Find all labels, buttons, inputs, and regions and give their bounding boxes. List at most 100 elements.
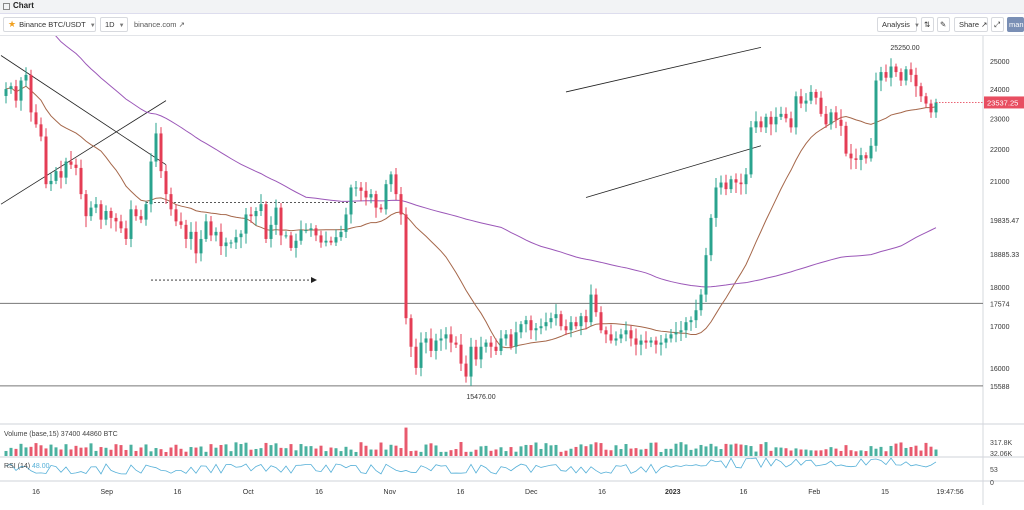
indicators-button[interactable]: ⇅: [921, 17, 934, 32]
volume-bar: [119, 445, 123, 456]
candle-body: [534, 328, 538, 331]
candle-body: [414, 346, 418, 368]
volume-bar: [144, 444, 148, 456]
volume-bar: [554, 444, 558, 456]
price-annotations: 25250.00 15476.00: [466, 45, 919, 401]
fullscreen-button[interactable]: ⤢: [991, 17, 1004, 32]
user-menu[interactable]: man: [1007, 17, 1024, 32]
candle-body: [54, 171, 58, 181]
volume-bar: [434, 445, 438, 456]
volume-bar: [329, 447, 333, 456]
candle-body: [654, 340, 658, 345]
time-tick-label: Feb: [808, 489, 820, 496]
candle-body: [819, 97, 823, 114]
time-axis: 16 Sep 16 Oct 16 Nov 16 Dec 16 2023 16 Feb 15 19:47:5…: [32, 489, 964, 496]
volume-bar: [734, 443, 738, 456]
volume-bar: [79, 447, 83, 456]
candle-body: [594, 294, 598, 313]
candle-body: [399, 194, 403, 215]
candle-body: [459, 344, 463, 364]
volume-bar: [204, 451, 208, 456]
candle-body: [899, 72, 903, 81]
price-tick-label: 25000: [990, 59, 1010, 66]
volume-bar: [854, 451, 858, 456]
volume-bar: [489, 450, 493, 456]
volume-bar: [194, 447, 198, 456]
candle-body: [614, 338, 618, 341]
candle-body: [24, 74, 28, 81]
volume-bar: [414, 450, 418, 456]
volume-bar: [294, 450, 298, 456]
volume-bar: [764, 442, 768, 456]
volume-bar: [539, 448, 543, 456]
volume-bar: [719, 449, 723, 456]
volume-bar: [839, 450, 843, 456]
volume-bar: [364, 445, 368, 456]
candle-body: [39, 124, 43, 137]
volume-bar: [154, 448, 158, 456]
volume-bar: [319, 445, 323, 456]
candle-body: [449, 334, 453, 343]
candle-body: [259, 204, 263, 212]
candle-body: [469, 346, 473, 377]
candle-body: [14, 86, 18, 101]
draw-button[interactable]: ✎: [937, 17, 950, 32]
volume-bar: [564, 450, 568, 456]
candle-body: [389, 174, 393, 185]
volume-bar: [184, 451, 188, 456]
volume-bar: [84, 447, 88, 456]
candle-body: [199, 238, 203, 254]
candle-body: [79, 167, 83, 195]
candle-body: [869, 145, 873, 159]
volume-bar: [449, 450, 453, 456]
candle-body: [734, 179, 738, 183]
volume-bar: [129, 444, 133, 456]
volume-bar: [604, 449, 608, 456]
analysis-button[interactable]: Analysis ▼: [877, 17, 920, 32]
candle-body: [464, 363, 468, 377]
channel-upper-line-right: [565, 46, 762, 93]
candle-body: [524, 320, 528, 325]
volume-bar: [349, 449, 353, 456]
ma-fast-line: [5, 85, 937, 349]
volume-bar: [569, 448, 573, 456]
volume-label: Volume (base,15) 37400 44860 BTC: [4, 431, 118, 438]
volume-bar: [609, 450, 613, 456]
candle-body: [349, 187, 353, 215]
volume-bar: [574, 446, 578, 456]
last-price-tag: [984, 96, 1024, 109]
volume-bar: [669, 448, 673, 456]
volume-bar: [324, 451, 328, 456]
volume-bar: [509, 447, 513, 456]
candle-body: [644, 340, 648, 343]
horizontal-levels: [0, 302, 983, 387]
volume-bar: [164, 451, 168, 456]
source-link[interactable]: binance.com ↗: [134, 20, 185, 29]
symbol-selector[interactable]: ★ Binance BTC/USDT ▼: [3, 17, 96, 32]
volume-bar: [214, 447, 218, 456]
candle-body: [679, 330, 683, 333]
candle-body: [309, 228, 313, 231]
candle-body: [544, 322, 548, 327]
external-link-icon: ↗: [981, 20, 988, 29]
star-icon: ★: [8, 19, 17, 29]
candle-body: [179, 221, 183, 225]
rsi-tick-label: 0: [990, 480, 994, 487]
candle-body: [789, 118, 793, 128]
volume-bar: [234, 442, 238, 456]
volume-bar: [634, 448, 638, 456]
volume-bar: [684, 444, 688, 456]
volume-bar: [344, 446, 348, 456]
rsi-value: 48.00: [32, 463, 50, 470]
rsi-label: RSI (14): [4, 463, 30, 470]
share-button[interactable]: Share ↗: [954, 17, 988, 32]
volume-bar: [629, 448, 633, 456]
channel-lower-line-left: [0, 55, 167, 166]
candle-body: [419, 342, 423, 368]
volume-bar: [379, 442, 383, 456]
interval-selector[interactable]: 1D ▼: [100, 17, 128, 32]
volume-bar: [889, 445, 893, 456]
sliders-icon: ⇅: [924, 20, 931, 29]
volume-bar: [224, 444, 228, 456]
